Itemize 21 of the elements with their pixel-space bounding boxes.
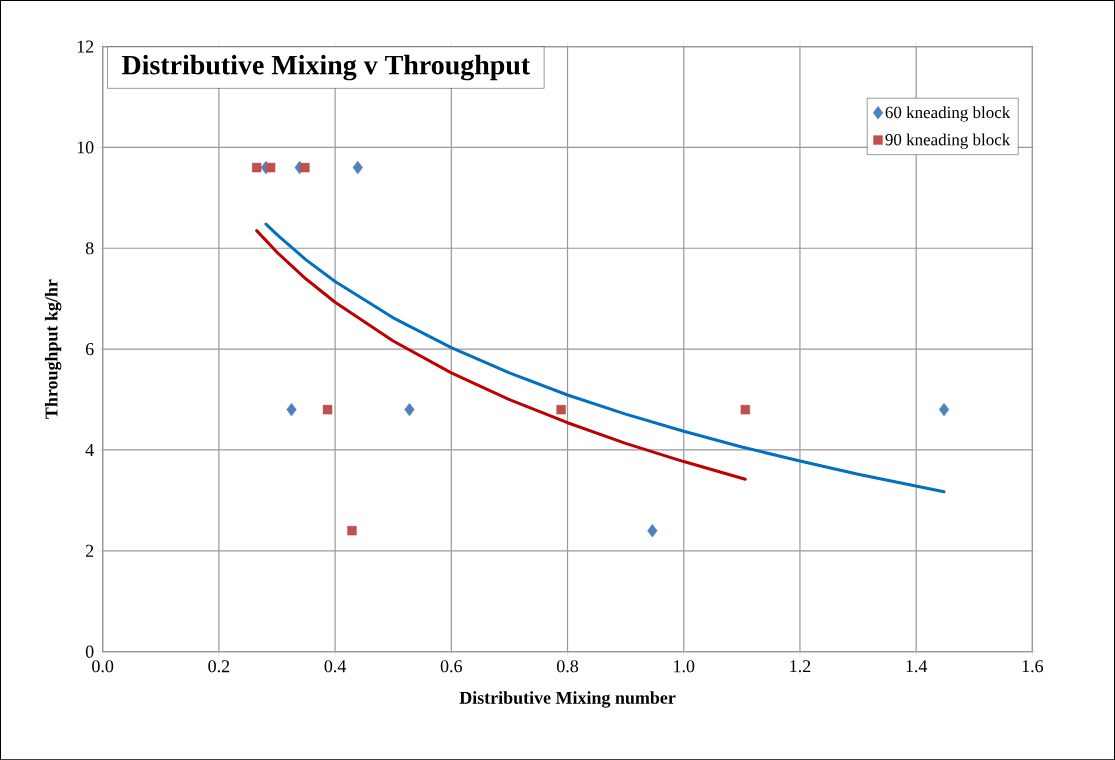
x-tick-label: 0.8 (556, 660, 579, 673)
y-tick-label: 8 (85, 242, 94, 255)
y-tick-label: 6 (85, 342, 94, 355)
x-tick-label: 0.6 (440, 660, 463, 673)
legend-label: 90 kneading block (885, 133, 1011, 149)
x-tick-label: 1.6 (1022, 660, 1044, 673)
legend-label: 60 kneading block (885, 106, 1011, 122)
x-axis-title: Distributive Mixing number (459, 691, 676, 708)
y-tick-label: 10 (77, 141, 94, 154)
y-tick-label: 12 (77, 40, 94, 53)
x-tick-label: 1.2 (790, 660, 811, 673)
chart-title: Distributive Mixing v Throughput (122, 54, 531, 81)
y-tick-label: 4 (85, 443, 94, 456)
x-tick-label: 1.4 (906, 660, 928, 673)
x-tick-label: 0.0 (92, 660, 114, 673)
x-tick-label: 1.0 (674, 660, 695, 673)
x-tick-label: 0.4 (324, 660, 347, 673)
y-tick-label: 0 (85, 645, 94, 658)
x-tick-label: 0.2 (208, 660, 230, 673)
y-tick-label: 2 (85, 544, 94, 557)
y-axis-title: Throughput kg/hr (44, 279, 62, 419)
